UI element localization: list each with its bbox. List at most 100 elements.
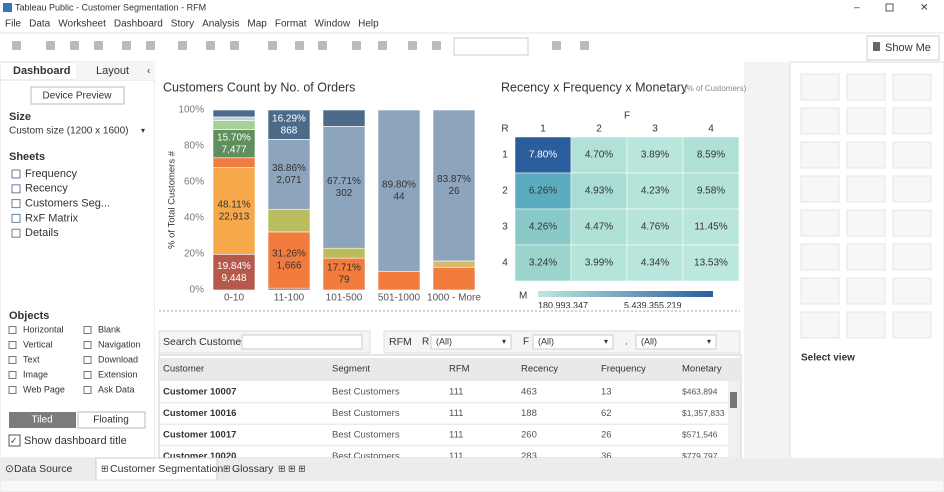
object-item[interactable]: Navigation — [98, 339, 141, 349]
toolbar-dropdown[interactable] — [453, 37, 529, 56]
toolbar-button[interactable] — [378, 41, 387, 50]
r-value[interactable]: (All) — [436, 336, 452, 346]
m-value[interactable]: (All) — [641, 336, 657, 346]
chart-type[interactable] — [800, 73, 840, 101]
object-item[interactable]: Vertical — [23, 339, 53, 349]
chart-type[interactable] — [800, 107, 840, 135]
chart-type[interactable] — [846, 175, 886, 203]
show-me-label[interactable]: Show Me — [885, 42, 931, 54]
toolbar-button[interactable] — [580, 41, 589, 50]
sheet-item[interactable]: RxF Matrix — [25, 212, 79, 224]
chart-type[interactable] — [846, 209, 886, 237]
object-item[interactable]: Download — [98, 354, 138, 364]
floating-label[interactable]: Floating — [93, 415, 129, 426]
toolbar-button[interactable] — [178, 41, 187, 50]
menu-item[interactable]: Format — [275, 19, 307, 30]
toolbar-button[interactable] — [70, 41, 79, 50]
maximize[interactable] — [885, 3, 894, 12]
toolbar-button[interactable] — [46, 41, 55, 50]
toolbar-button[interactable] — [94, 41, 103, 50]
chart-type[interactable] — [892, 277, 932, 305]
show-me-button[interactable] — [866, 35, 940, 61]
size-dropdown[interactable]: ▾ — [141, 126, 145, 135]
toolbar-button[interactable] — [268, 41, 277, 50]
object-item[interactable]: Extension — [98, 369, 138, 379]
toolbar-button[interactable] — [146, 41, 155, 50]
chart-type[interactable] — [846, 243, 886, 271]
f-dropdown[interactable] — [532, 334, 614, 350]
toolbar-button[interactable] — [206, 41, 215, 50]
toolbar-button[interactable] — [352, 41, 361, 50]
close[interactable]: ✕ — [920, 3, 928, 14]
chart-type[interactable] — [892, 311, 932, 339]
object-item[interactable]: Web Page — [23, 384, 65, 394]
menu-item[interactable]: Help — [358, 19, 379, 30]
tab-data-source[interactable]: Data Source — [14, 463, 73, 475]
r-dropdown[interactable] — [430, 334, 512, 350]
object-item[interactable]: Image — [23, 369, 48, 379]
chart-type[interactable] — [846, 107, 886, 135]
floating-button[interactable] — [77, 411, 146, 429]
sheet-item[interactable]: Recency — [25, 183, 68, 195]
dashboard-tab[interactable]: Dashboard — [13, 65, 70, 77]
toolbar-button[interactable] — [230, 41, 239, 50]
menu-item[interactable]: Map — [247, 19, 267, 30]
chart-type[interactable] — [892, 141, 932, 169]
tiled-button[interactable] — [9, 412, 76, 428]
layout-tab-label[interactable]: Layout — [96, 65, 129, 77]
chart-type[interactable] — [892, 243, 932, 271]
chart-type[interactable] — [800, 311, 840, 339]
tiled-label[interactable]: Tiled — [31, 415, 52, 426]
chart-type[interactable] — [800, 243, 840, 271]
toolbar-button[interactable] — [432, 41, 441, 50]
tab-glossary[interactable]: Glossary — [232, 463, 274, 475]
show-title-label[interactable]: Show dashboard title — [24, 435, 127, 447]
toolbar-button[interactable] — [122, 41, 131, 50]
m-dropdown[interactable] — [635, 334, 717, 350]
chart-type[interactable] — [846, 311, 886, 339]
toolbar-button[interactable] — [408, 41, 417, 50]
chart-type[interactable] — [892, 209, 932, 237]
menu-item[interactable]: Story — [171, 19, 194, 30]
menu-item[interactable]: Data — [29, 19, 51, 30]
toolbar-button[interactable] — [295, 41, 304, 50]
menu-item[interactable]: File — [5, 19, 22, 30]
device-preview-button[interactable] — [30, 86, 125, 105]
sheet-item[interactable]: Frequency — [25, 168, 77, 180]
tab-dashboard[interactable]: Customer Segmentation — [110, 463, 223, 475]
chart-type[interactable] — [800, 209, 840, 237]
sheet-item[interactable]: Details — [25, 227, 59, 239]
chart-type[interactable] — [846, 141, 886, 169]
menu-item[interactable]: Dashboard — [114, 19, 163, 30]
chart-type[interactable] — [800, 277, 840, 305]
object-item[interactable]: Horizontal — [23, 324, 64, 334]
chart-type[interactable] — [892, 73, 932, 101]
scroll-thumb[interactable] — [730, 392, 737, 408]
chart-type[interactable] — [800, 141, 840, 169]
new-sheet[interactable]: ⊞ ⊞ ⊞ — [278, 463, 306, 473]
chart-type[interactable] — [846, 277, 886, 305]
chart-type[interactable] — [800, 175, 840, 203]
f-value[interactable]: (All) — [538, 336, 554, 346]
menu-item[interactable]: Window — [315, 19, 351, 30]
chart-type[interactable] — [892, 107, 932, 135]
object-item[interactable]: Blank — [98, 324, 121, 334]
checkbox[interactable] — [8, 434, 21, 447]
toolbar-button[interactable] — [318, 41, 327, 50]
chart-type[interactable] — [892, 175, 932, 203]
size-value[interactable]: Custom size (1200 x 1600) — [9, 126, 129, 137]
search-input[interactable] — [241, 334, 363, 350]
menu-item[interactable]: Worksheet — [58, 19, 106, 30]
menu-item[interactable]: Analysis — [202, 19, 239, 30]
toolbar-button[interactable] — [12, 41, 21, 50]
toolbar-button[interactable] — [552, 41, 561, 50]
collapse[interactable]: ‹ — [147, 66, 150, 77]
object-item[interactable]: Ask Data — [98, 384, 135, 394]
object-item[interactable]: Text — [23, 354, 40, 364]
layout-tab[interactable] — [76, 62, 155, 80]
device-preview[interactable]: Device Preview — [43, 91, 113, 102]
sheet-item[interactable]: Customers Seg... — [25, 198, 110, 210]
tab[interactable]: ⊙ — [5, 463, 14, 475]
minimize[interactable]: – — [854, 3, 860, 14]
chart-type[interactable] — [846, 73, 886, 101]
